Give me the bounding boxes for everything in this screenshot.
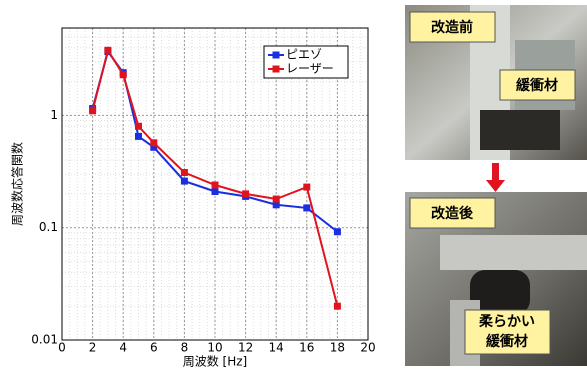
marker xyxy=(181,169,188,176)
x-tick-label: 6 xyxy=(150,341,158,355)
marker xyxy=(212,188,219,195)
marker xyxy=(120,71,127,78)
x-tick-label: 4 xyxy=(119,341,127,355)
photo-label: 改造前 xyxy=(431,19,473,36)
x-tick-label: 0 xyxy=(58,341,66,355)
marker xyxy=(334,303,341,310)
marker xyxy=(242,190,249,197)
x-tick-label: 18 xyxy=(330,341,345,355)
x-tick-label: 14 xyxy=(269,341,284,355)
x-tick-label: 12 xyxy=(238,341,253,355)
marker xyxy=(89,107,96,114)
x-tick-label: 8 xyxy=(181,341,189,355)
marker xyxy=(135,133,142,140)
page: 改造前 緩衝材 改造後 柔らかい 緩衝材 周波数応答関数 周波数 [Hz] 0 2… xyxy=(0,0,587,371)
marker xyxy=(212,181,219,188)
arrow xyxy=(486,163,505,192)
photo-annotation: 柔らかい xyxy=(478,314,535,330)
marker xyxy=(334,228,341,235)
x-tick-label: 2 xyxy=(89,341,97,355)
legend-swatch xyxy=(273,66,280,73)
legend-swatch xyxy=(273,52,280,59)
photo-annotation: 緩衝材 xyxy=(516,77,558,94)
photo-annotation: 緩衝材 xyxy=(486,333,528,350)
legend-label: ピエゾ xyxy=(286,48,322,62)
x-tick-label: 20 xyxy=(360,341,375,355)
marker xyxy=(273,196,280,203)
y-tick-label: 0.01 xyxy=(31,333,58,347)
y-axis-label: 周波数応答関数 xyxy=(10,142,25,226)
x-tick-label: 10 xyxy=(207,341,222,355)
marker xyxy=(104,47,111,54)
y-tick-label: 0.1 xyxy=(39,220,58,234)
marker xyxy=(303,184,310,191)
marker xyxy=(150,139,157,146)
photo-label: 改造後 xyxy=(431,205,474,222)
marker xyxy=(181,178,188,185)
legend-label: レーザー xyxy=(286,62,334,76)
x-tick-label: 16 xyxy=(299,341,314,355)
x-axis-label: 周波数 [Hz] xyxy=(183,354,248,369)
y-tick-label: 1 xyxy=(50,108,58,122)
marker xyxy=(135,123,142,130)
figure: 改造前 緩衝材 改造後 柔らかい 緩衝材 周波数応答関数 周波数 [Hz] 0 2… xyxy=(0,0,587,371)
marker xyxy=(303,204,310,211)
